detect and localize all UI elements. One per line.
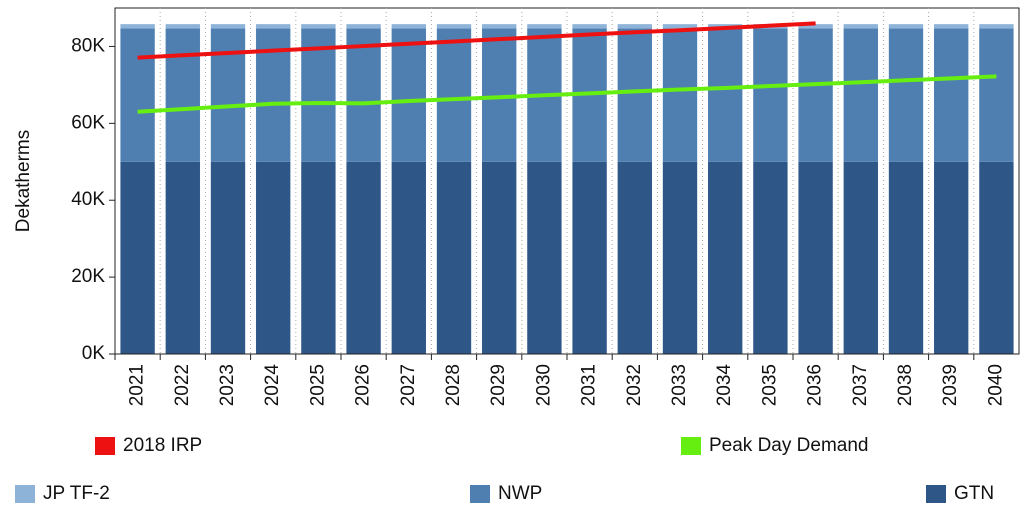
bar	[346, 28, 381, 162]
bar	[934, 161, 969, 354]
y-tick-label: 20K	[71, 266, 105, 287]
x-tick-label: 2038	[895, 364, 916, 406]
x-tick-label: 2023	[217, 364, 238, 406]
bar	[165, 28, 200, 162]
bar	[572, 24, 607, 29]
legend-label: Peak Day Demand	[709, 435, 868, 456]
bar	[391, 28, 426, 162]
bar	[934, 28, 969, 162]
bar	[753, 161, 788, 354]
y-axis-label: Dekatherms	[13, 130, 34, 232]
legend-swatch	[15, 485, 35, 503]
bar	[888, 161, 924, 354]
bar	[301, 161, 336, 354]
bar	[391, 24, 426, 29]
bar	[346, 161, 381, 354]
x-tick-label: 2024	[262, 364, 283, 407]
legend-label: JP TF-2	[43, 483, 110, 504]
bar	[165, 24, 200, 29]
legend-swatch	[470, 485, 490, 503]
bar	[753, 28, 788, 162]
bar	[934, 24, 969, 29]
bar	[617, 161, 652, 354]
x-tick-label: 2035	[759, 364, 780, 406]
bar	[165, 161, 200, 354]
x-tick-label: 2022	[172, 364, 193, 406]
bar	[888, 24, 924, 29]
legend-label: GTN	[954, 483, 994, 504]
bar	[843, 161, 878, 354]
bar	[120, 24, 155, 29]
legend-swatch	[681, 437, 701, 455]
bar	[708, 28, 743, 162]
bar	[708, 161, 743, 354]
bar	[662, 24, 698, 29]
y-tick-label: 60K	[71, 112, 105, 133]
bar	[798, 161, 833, 354]
x-tick-label: 2040	[985, 364, 1006, 406]
bar	[843, 24, 878, 29]
bar	[888, 28, 924, 162]
bar	[210, 161, 246, 354]
bar	[256, 161, 291, 354]
x-tick-label: 2033	[669, 364, 690, 406]
x-tick-label: 2028	[443, 364, 464, 406]
x-tick-label: 2036	[805, 364, 826, 406]
bar	[662, 161, 698, 354]
x-tick-label: 2039	[940, 364, 961, 406]
x-tick-label: 2034	[714, 364, 735, 407]
bar	[979, 24, 1014, 29]
bar	[979, 28, 1014, 162]
bar	[301, 24, 336, 29]
bar	[256, 24, 291, 29]
x-tick-label: 2029	[488, 364, 509, 406]
bar	[798, 24, 833, 29]
bar	[527, 24, 562, 29]
x-tick-label: 2031	[579, 364, 600, 406]
bar	[662, 28, 698, 162]
x-tick-label: 2032	[624, 364, 645, 406]
bar	[436, 161, 472, 354]
line	[137, 21, 816, 60]
legend-label: NWP	[498, 483, 542, 504]
bar	[436, 28, 472, 162]
legend-label: 2018 IRP	[123, 435, 202, 456]
x-tick-label: 2025	[307, 364, 328, 406]
bar	[391, 161, 426, 354]
bar	[527, 161, 562, 354]
x-tick-label: 2037	[850, 364, 871, 406]
y-tick-label: 80K	[71, 35, 105, 56]
bar	[572, 161, 607, 354]
x-tick-label: 2026	[353, 364, 374, 406]
bar	[346, 24, 381, 29]
x-tick-label: 2030	[533, 364, 554, 406]
line	[137, 74, 997, 114]
bar	[979, 161, 1014, 354]
bar	[436, 24, 472, 29]
bar	[210, 28, 246, 162]
bar	[482, 24, 517, 29]
bar	[617, 24, 652, 29]
legend-swatch	[926, 485, 946, 503]
bar	[120, 28, 155, 162]
legend-swatch	[95, 437, 115, 455]
x-tick-label: 2027	[398, 364, 419, 406]
x-tick-label: 2021	[127, 364, 148, 406]
bar	[798, 28, 833, 162]
bar	[210, 24, 246, 29]
bar	[482, 161, 517, 354]
bar	[120, 161, 155, 354]
y-tick-label: 40K	[71, 189, 105, 210]
bar	[843, 28, 878, 162]
bar	[617, 28, 652, 162]
y-tick-label: 0K	[82, 343, 106, 364]
